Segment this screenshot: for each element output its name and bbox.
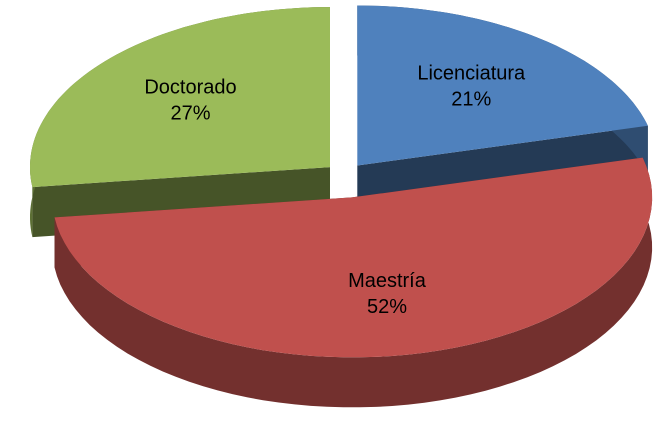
slice: [54, 157, 653, 358]
value-label: 21%: [451, 88, 491, 110]
value-label: 27%: [170, 103, 210, 125]
slice-label: Licenciatura: [417, 62, 526, 84]
slice: [357, 5, 648, 166]
slice: [30, 7, 330, 188]
slice-label: Maestría: [348, 270, 427, 292]
slice-wall: [54, 157, 653, 408]
slice-label: Doctorado: [144, 77, 236, 99]
value-label: 52%: [367, 296, 407, 318]
